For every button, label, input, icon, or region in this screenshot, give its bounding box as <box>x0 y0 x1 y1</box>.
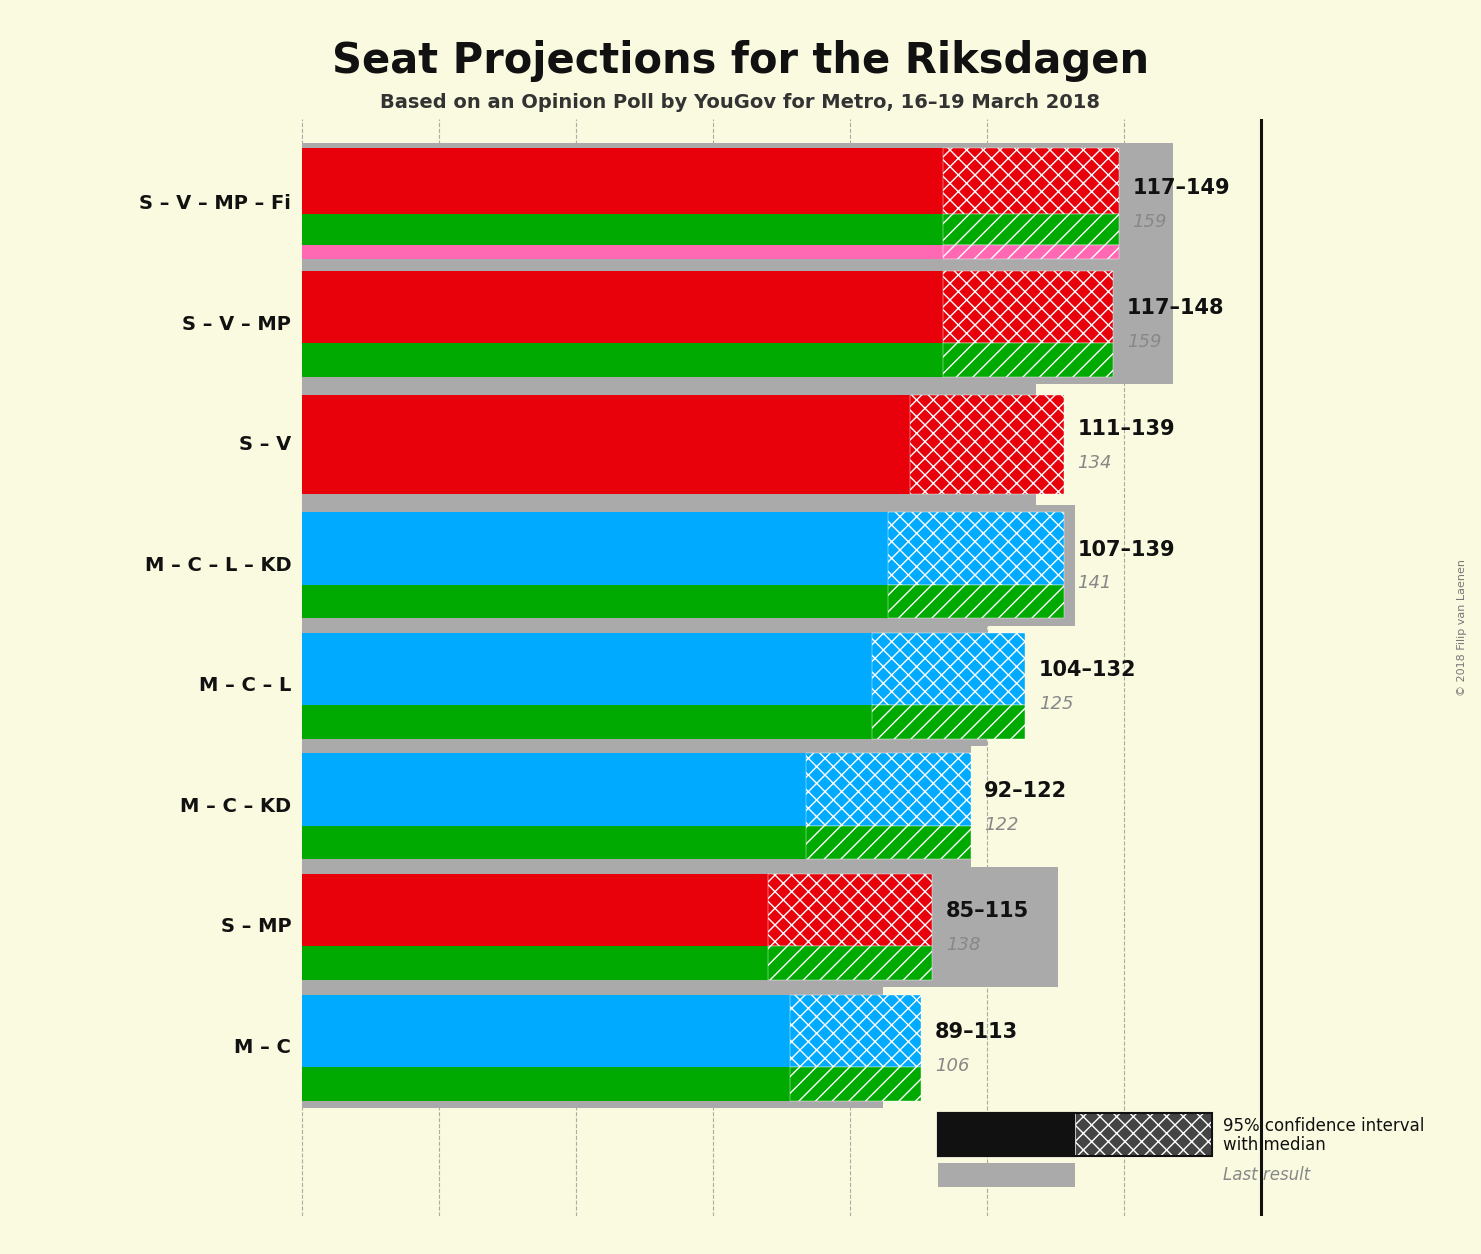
Bar <box>302 271 943 344</box>
Text: 104–132: 104–132 <box>1040 660 1136 680</box>
Bar <box>302 344 943 377</box>
Text: 159: 159 <box>1127 334 1161 351</box>
Bar <box>769 874 933 947</box>
Bar <box>302 867 1059 987</box>
Text: 125: 125 <box>1040 695 1074 714</box>
Text: 107–139: 107–139 <box>1078 539 1174 559</box>
Text: M – C: M – C <box>234 1038 292 1057</box>
Text: 85–115: 85–115 <box>946 902 1029 922</box>
Bar <box>789 1067 921 1101</box>
Bar <box>302 874 769 947</box>
Bar <box>302 385 1037 505</box>
Text: Last result: Last result <box>1223 1166 1311 1184</box>
Text: 92–122: 92–122 <box>985 781 1068 801</box>
Bar <box>937 1164 1075 1188</box>
Bar <box>872 633 1025 705</box>
Bar <box>302 143 1173 263</box>
Text: 106: 106 <box>935 1057 970 1075</box>
Text: 134: 134 <box>1078 454 1112 472</box>
Text: S – V: S – V <box>238 435 292 454</box>
Bar <box>302 505 1075 626</box>
Text: 117–149: 117–149 <box>1133 178 1229 198</box>
Bar <box>911 395 1063 494</box>
Bar <box>943 148 1118 214</box>
Text: S – V – MP: S – V – MP <box>182 315 292 334</box>
Bar <box>943 214 1118 245</box>
Bar <box>943 271 1114 344</box>
Text: 141: 141 <box>1078 574 1112 592</box>
Bar <box>302 746 970 867</box>
Bar <box>302 825 806 859</box>
Text: 122: 122 <box>985 815 1019 834</box>
Text: 95% confidence interval: 95% confidence interval <box>1223 1117 1425 1135</box>
Bar <box>943 344 1114 377</box>
Bar <box>302 214 943 245</box>
Bar <box>789 994 921 1067</box>
Text: with median: with median <box>1223 1136 1325 1154</box>
Text: Seat Projections for the Riksdagen: Seat Projections for the Riksdagen <box>332 40 1149 82</box>
Text: 117–148: 117–148 <box>1127 298 1225 319</box>
Text: © 2018 Filip van Laenen: © 2018 Filip van Laenen <box>1457 558 1466 696</box>
Bar <box>943 245 1118 260</box>
Bar <box>889 584 1063 618</box>
Bar <box>872 705 1025 739</box>
Bar <box>806 754 970 825</box>
Bar <box>769 947 933 981</box>
Bar <box>302 705 872 739</box>
Bar <box>302 395 911 494</box>
Bar <box>302 987 883 1107</box>
Text: Based on an Opinion Poll by YouGov for Metro, 16–19 March 2018: Based on an Opinion Poll by YouGov for M… <box>381 93 1100 112</box>
Bar <box>302 994 789 1067</box>
Text: 138: 138 <box>946 935 980 954</box>
Text: M – C – L: M – C – L <box>198 676 292 695</box>
Text: 111–139: 111–139 <box>1078 419 1174 439</box>
Bar <box>302 245 943 260</box>
Bar <box>302 512 889 584</box>
Bar <box>302 947 769 981</box>
Text: 159: 159 <box>1133 213 1167 231</box>
Bar <box>302 633 872 705</box>
Text: 89–113: 89–113 <box>935 1022 1017 1042</box>
Bar <box>889 512 1063 584</box>
Bar <box>806 825 970 859</box>
Bar <box>302 1067 789 1101</box>
Bar <box>937 1112 1211 1156</box>
Text: M – C – L – KD: M – C – L – KD <box>145 556 292 574</box>
Bar <box>937 1112 1075 1156</box>
Text: M – C – KD: M – C – KD <box>181 798 292 816</box>
Bar <box>302 626 988 746</box>
Text: S – V – MP – Fi: S – V – MP – Fi <box>139 194 292 213</box>
Bar <box>302 148 943 214</box>
Bar <box>302 584 889 618</box>
Bar <box>1075 1112 1211 1156</box>
Bar <box>302 263 1173 385</box>
Bar <box>302 754 806 825</box>
Text: S – MP: S – MP <box>221 918 292 937</box>
